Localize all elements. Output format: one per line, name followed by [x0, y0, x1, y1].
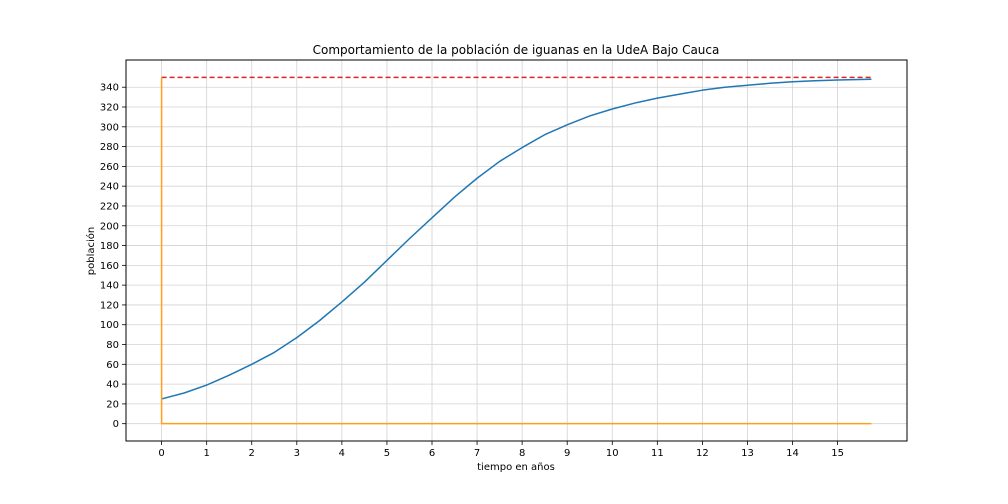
y-tick-label: 280: [100, 142, 119, 153]
x-tick-label: 9: [564, 448, 570, 459]
x-tick-label: 11: [651, 448, 664, 459]
x-tick-label: 4: [339, 448, 345, 459]
y-tick-label: 200: [100, 221, 119, 232]
y-tick-label: 160: [100, 261, 119, 272]
y-tick-label: 260: [100, 162, 119, 173]
y-tick-label: 40: [106, 380, 119, 391]
y-tick-label: 140: [100, 281, 119, 292]
grid: [126, 60, 907, 441]
y-tick-label: 340: [100, 83, 119, 94]
plot-frame: [125, 59, 908, 442]
reference-series-line: [160, 77, 872, 425]
population-series-line: [161, 78, 872, 400]
y-tick-label: 240: [100, 182, 119, 193]
y-axis-label: población: [85, 227, 97, 275]
y-tick-label: 120: [100, 300, 119, 311]
x-axis-label: tiempo en años: [477, 462, 555, 473]
x-tick-label: 3: [294, 448, 300, 459]
plot-lines: [160, 76, 872, 425]
x-axis: 0 1 2 3 4 5 6 7 8 9 10 11 12 13 14 15: [158, 441, 844, 459]
y-tick-label: 220: [100, 201, 119, 212]
x-tick-label: 2: [249, 448, 255, 459]
y-tick-label: 100: [100, 320, 119, 331]
x-tick-label: 15: [831, 448, 844, 459]
y-tick-label: 60: [106, 360, 119, 371]
x-tick-label: 1: [203, 448, 209, 459]
x-tick-label: 10: [606, 448, 619, 459]
y-axis: 0 20 40 60 80 100 120 140 160 180 200 220 240 260 280 3…: [100, 83, 126, 430]
x-tick-label: 12: [696, 448, 709, 459]
y-tick-label: 0: [113, 419, 119, 430]
x-tick-label: 8: [519, 448, 525, 459]
x-tick-label: 5: [384, 448, 390, 459]
x-tick-label: 14: [786, 448, 799, 459]
chart-title: Comportamiento de la población de iguana…: [313, 43, 720, 57]
x-tick-label: 7: [474, 448, 480, 459]
y-tick-label: 300: [100, 122, 119, 133]
y-tick-label: 180: [100, 241, 119, 252]
y-tick-label: 20: [106, 399, 119, 410]
x-tick-label: 6: [429, 448, 435, 459]
y-tick-label: 80: [106, 340, 119, 351]
x-tick-label: 0: [158, 448, 164, 459]
y-tick-label: 320: [100, 103, 119, 114]
x-tick-label: 13: [741, 448, 754, 459]
